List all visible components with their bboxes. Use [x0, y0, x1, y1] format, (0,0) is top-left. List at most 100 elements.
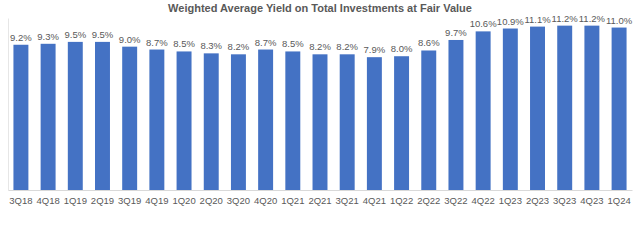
- data-label: 8.7%: [255, 37, 277, 48]
- data-label: 9.5%: [92, 29, 114, 40]
- data-label: 9.2%: [10, 32, 32, 43]
- x-tick: 4Q18: [36, 190, 59, 206]
- data-label: 9.0%: [119, 34, 141, 45]
- x-tick: 4Q23: [580, 190, 603, 206]
- x-tick-label: 1Q23: [499, 195, 522, 206]
- bar: [367, 57, 382, 190]
- data-label: 10.9%: [497, 16, 524, 27]
- x-tick-label: 2Q21: [308, 195, 331, 206]
- x-tick-label: 4Q22: [472, 195, 495, 206]
- bar: [394, 56, 409, 190]
- bar: [95, 42, 110, 190]
- x-tick-label: 3Q21: [336, 195, 359, 206]
- y-axis-line: [8, 19, 9, 191]
- x-tick-label: 3Q18: [9, 195, 32, 206]
- x-tick-label: 4Q18: [36, 195, 59, 206]
- data-label: 11.2%: [552, 13, 579, 24]
- x-tick: 1Q22: [390, 190, 413, 206]
- x-tick: 4Q21: [363, 190, 386, 206]
- x-axis: 3Q18 4Q18 1Q19 2Q19 3Q19 4Q19 1Q20 2Q20 3Q20 4Q20…: [9, 190, 633, 206]
- x-tick: 1Q20: [172, 190, 195, 206]
- data-labels: 9.2% 9.3% 9.5% 9.5% 9.0% 8.7% 8.5% 8.3% 8.2% 8.7%…: [10, 13, 633, 56]
- bar: [41, 44, 56, 190]
- x-tick: 1Q23: [499, 190, 522, 206]
- x-tick: 2Q20: [200, 190, 223, 206]
- x-tick: 1Q24: [607, 190, 630, 206]
- x-tick: 4Q19: [145, 190, 168, 206]
- bar: [177, 51, 192, 190]
- data-label: 8.0%: [391, 43, 413, 54]
- bar: [204, 53, 219, 190]
- data-label: 9.7%: [445, 27, 467, 38]
- x-tick: 1Q21: [281, 190, 304, 206]
- x-tick: 3Q22: [444, 190, 467, 206]
- bar: [258, 50, 273, 190]
- x-tick-label: 3Q19: [118, 195, 141, 206]
- data-label: 8.2%: [228, 41, 250, 52]
- x-tick-label: 4Q21: [363, 195, 386, 206]
- x-axis-line: [9, 190, 633, 191]
- bar: [530, 27, 545, 190]
- bar: [557, 26, 572, 190]
- bar: [584, 26, 599, 190]
- x-tick: 2Q21: [308, 190, 331, 206]
- data-label: 11.2%: [579, 13, 606, 24]
- x-tick-label: 2Q23: [526, 195, 549, 206]
- bars: [13, 26, 626, 190]
- bar: [476, 31, 491, 190]
- x-tick-label: 1Q22: [390, 195, 413, 206]
- data-label: 11.0%: [606, 15, 633, 26]
- data-label: 8.5%: [173, 38, 195, 49]
- bar: [68, 42, 83, 190]
- data-label: 8.3%: [200, 40, 222, 51]
- title: Weighted Average Yield on Total Investme…: [168, 2, 472, 14]
- bar: [448, 40, 463, 190]
- bar: [503, 29, 518, 190]
- bar: [231, 54, 246, 190]
- bar: [13, 45, 28, 190]
- data-label: 8.7%: [146, 37, 168, 48]
- x-tick: 4Q22: [472, 190, 495, 206]
- chart: Weighted Average Yield on Total Investme…: [0, 0, 640, 229]
- x-tick-label: 4Q20: [254, 195, 277, 206]
- x-tick: 3Q23: [553, 190, 576, 206]
- x-tick: 2Q23: [526, 190, 549, 206]
- x-tick-label: 2Q22: [417, 195, 440, 206]
- x-tick-label: 3Q22: [444, 195, 467, 206]
- x-tick: 3Q21: [336, 190, 359, 206]
- x-tick-label: 1Q20: [172, 195, 195, 206]
- x-tick-label: 4Q23: [580, 195, 603, 206]
- x-tick: 4Q20: [254, 190, 277, 206]
- x-tick-label: 1Q24: [607, 195, 630, 206]
- x-tick: 3Q20: [227, 190, 250, 206]
- data-label: 9.3%: [37, 31, 59, 42]
- x-tick: 3Q19: [118, 190, 141, 206]
- data-label: 7.9%: [364, 44, 386, 55]
- data-label: 8.5%: [282, 38, 304, 49]
- bar: [612, 28, 627, 190]
- data-label: 8.2%: [309, 41, 331, 52]
- x-tick: 2Q22: [417, 190, 440, 206]
- x-tick-label: 1Q19: [64, 195, 87, 206]
- data-label: 11.1%: [524, 14, 551, 25]
- bar: [122, 47, 137, 190]
- x-tick-label: 1Q21: [281, 195, 304, 206]
- bar: [340, 54, 355, 190]
- x-tick-label: 3Q23: [553, 195, 576, 206]
- x-tick-label: 3Q20: [227, 195, 250, 206]
- x-tick-label: 2Q19: [91, 195, 114, 206]
- bar: [285, 51, 300, 190]
- data-label: 8.6%: [418, 37, 440, 48]
- y-axis: [8, 19, 9, 191]
- bar: [421, 50, 436, 190]
- data-label: 8.2%: [336, 41, 358, 52]
- bar: [313, 54, 328, 190]
- data-label: 9.5%: [64, 29, 86, 40]
- x-tick-label: 4Q19: [145, 195, 168, 206]
- x-tick: 3Q18: [9, 190, 32, 206]
- x-tick: 1Q19: [64, 190, 87, 206]
- data-label: 10.6%: [470, 18, 497, 29]
- x-tick-label: 2Q20: [200, 195, 223, 206]
- x-tick: 2Q19: [91, 190, 114, 206]
- bar: [149, 50, 164, 190]
